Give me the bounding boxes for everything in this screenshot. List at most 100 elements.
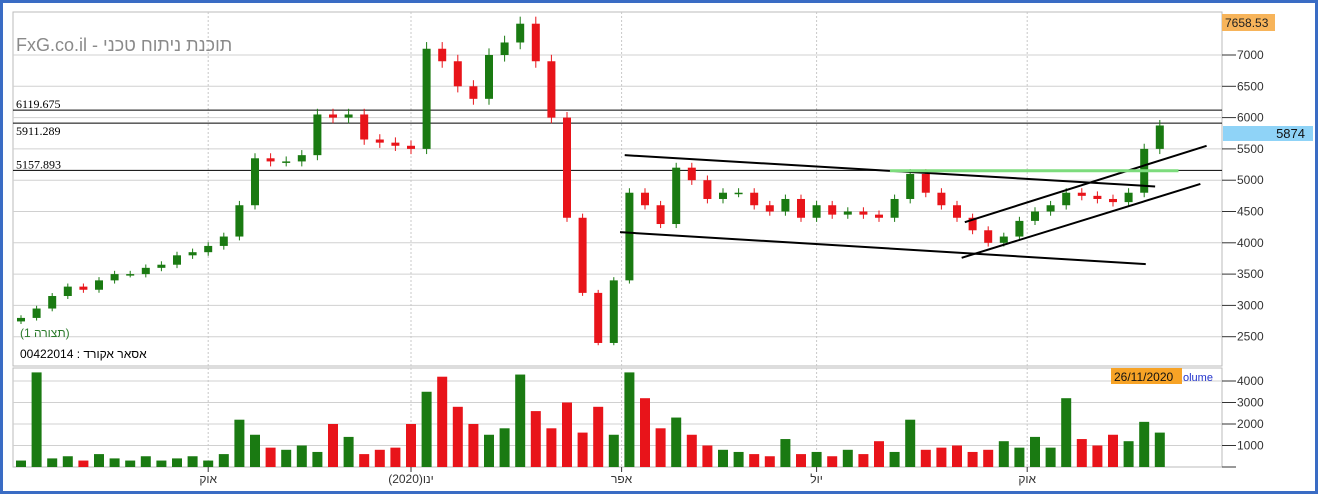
- volume-bar: [1108, 434, 1118, 467]
- trendline: [964, 144, 1207, 224]
- volume-bar: [733, 451, 744, 467]
- candle: [110, 274, 119, 281]
- volume-bar: [62, 456, 73, 467]
- candle: [500, 42, 509, 55]
- volume-bar: [842, 449, 853, 467]
- trendline: [619, 231, 1146, 266]
- volume-bar: [390, 447, 401, 467]
- volume-bar: [343, 436, 354, 467]
- volume-bar: [31, 372, 42, 467]
- candle: [438, 48, 447, 62]
- volume-bar: [1154, 432, 1165, 467]
- volume-bar: [718, 449, 728, 467]
- y-tick-label: 7000: [1237, 48, 1264, 62]
- candle: [1046, 205, 1055, 212]
- candle: [1109, 198, 1117, 203]
- volume-bar: [484, 434, 494, 467]
- y-tick-label: 4000: [1237, 236, 1264, 250]
- candle: [1124, 192, 1133, 203]
- candle: [219, 236, 228, 246]
- candle: [422, 48, 431, 149]
- y-tick-label: 5500: [1237, 142, 1264, 156]
- candle: [95, 280, 103, 290]
- candle: [687, 167, 696, 181]
- candle: [765, 205, 774, 212]
- candle: [251, 158, 259, 206]
- candle: [126, 274, 135, 276]
- volume-bar: [406, 424, 416, 467]
- candle: [1077, 192, 1086, 196]
- candle: [921, 173, 930, 193]
- volume-label: olume: [1183, 372, 1213, 384]
- volume-bar: [577, 432, 588, 467]
- candle: [391, 142, 400, 146]
- volume-bar: [905, 419, 916, 467]
- price-pane: [12, 11, 1223, 367]
- candle: [485, 55, 493, 99]
- volume-bar: [998, 441, 1009, 467]
- axes: 2500 3000 3500 4000 4500 5000 5500 6000 6500 7000…: [199, 48, 1264, 486]
- volume-bar: [796, 454, 806, 467]
- volume-bar: [952, 445, 962, 467]
- x-tick-label: אוק: [199, 472, 217, 486]
- level-label: 5157.893: [16, 157, 61, 171]
- candle: [360, 114, 369, 140]
- view-label: (תצורה 1): [20, 326, 70, 340]
- y-tick-label: 6000: [1237, 111, 1264, 125]
- candle: [750, 192, 759, 206]
- volume-bar: [125, 460, 136, 467]
- candle: [297, 155, 306, 162]
- volume-bar: [1061, 398, 1072, 467]
- volume-bar: [780, 439, 791, 467]
- volume-bar: [1092, 445, 1103, 467]
- candle: [641, 192, 649, 206]
- candle: [32, 308, 41, 318]
- candle: [968, 217, 977, 231]
- volume-bar: [281, 449, 292, 467]
- volume-bar: [562, 402, 572, 467]
- volume-bar: [593, 406, 604, 467]
- candle: [719, 192, 727, 199]
- volume-tick-label: 2000: [1237, 417, 1264, 431]
- trendlines: [619, 144, 1207, 266]
- volume-bar: [858, 454, 869, 467]
- candles: [17, 16, 1164, 346]
- volume-bar: [94, 454, 104, 467]
- date-badge: [1111, 368, 1182, 384]
- candle: [999, 236, 1008, 243]
- candle: [1155, 125, 1164, 149]
- volume-bar: [1045, 447, 1056, 467]
- volume-bar: [702, 445, 713, 467]
- volume-bar: [920, 449, 931, 467]
- watermark: FxG.co.il - תוכנת ניתוח טכני: [16, 35, 232, 55]
- volume-bar: [655, 428, 666, 467]
- volume-bar: [530, 411, 541, 467]
- x-tick-label: ינו(2020): [388, 472, 434, 486]
- candle: [594, 292, 603, 343]
- candle: [266, 158, 275, 162]
- volume-bar: [983, 449, 994, 467]
- volume-bar: [936, 447, 947, 467]
- candle: [609, 280, 618, 343]
- candle: [375, 139, 384, 143]
- candle: [984, 230, 993, 243]
- volume-bar: [624, 372, 635, 467]
- candle: [17, 317, 25, 322]
- instrument-label: 00422014 : אסאר אקורד: [20, 347, 147, 361]
- volume-bar: [374, 449, 385, 467]
- volume-bar: [250, 434, 260, 467]
- candle: [79, 286, 88, 290]
- candle: [1031, 211, 1039, 221]
- volume-bar: [203, 460, 214, 467]
- volume-bar: [468, 424, 479, 467]
- candle: [516, 23, 525, 43]
- volume-bar: [140, 456, 151, 467]
- y-tick-label: 6500: [1237, 79, 1264, 93]
- candle: [843, 211, 852, 215]
- volume-bar: [889, 451, 900, 467]
- volume-bar: [452, 406, 463, 467]
- volume-bar: [328, 424, 338, 467]
- volume-bar: [874, 441, 884, 467]
